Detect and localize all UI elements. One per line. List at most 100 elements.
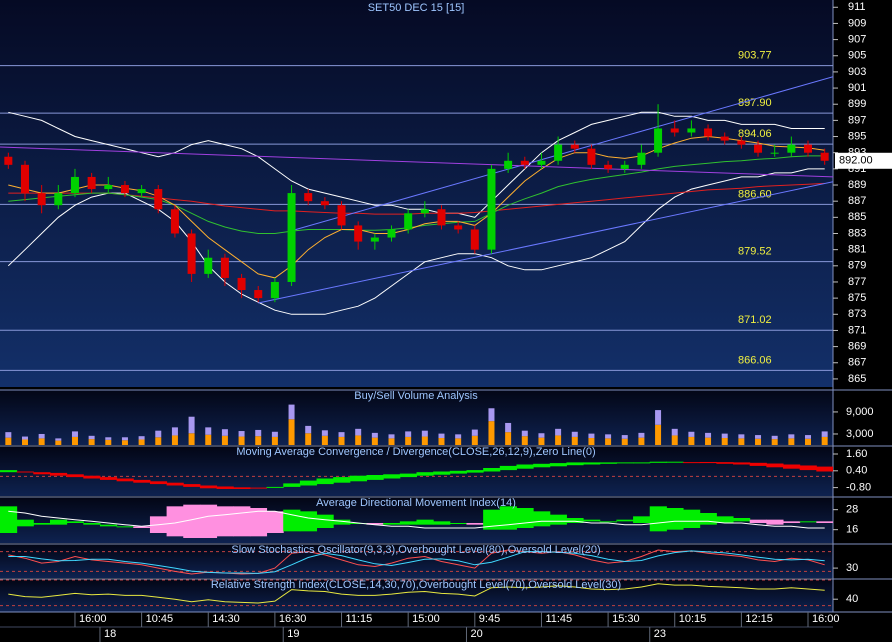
band-fill: [683, 462, 701, 464]
volume-bar: [521, 430, 528, 437]
candle-body: [537, 160, 546, 165]
band-fill: [33, 472, 51, 475]
volume-bar: [321, 430, 328, 436]
band-fill: [49, 472, 68, 476]
y-tick-label: 867: [848, 357, 866, 369]
level-label: 866.06: [738, 354, 772, 366]
band-fill: [249, 508, 268, 537]
candle-body: [787, 144, 796, 153]
volume-bar: [355, 428, 362, 436]
candle-body: [587, 148, 596, 165]
volume-bar: [771, 435, 778, 440]
volume-bar: [205, 434, 212, 445]
candle-body: [654, 128, 663, 153]
band-fill: [766, 463, 784, 468]
candle-body: [4, 156, 13, 165]
volume-bar: [88, 439, 95, 445]
candle-body: [204, 257, 213, 274]
volume-bar: [571, 436, 578, 445]
volume-bar: [488, 421, 495, 445]
candle-body: [87, 176, 96, 190]
volume-bar: [738, 434, 745, 439]
band-fill: [566, 462, 584, 466]
y-tick-label: 869: [848, 341, 866, 353]
band-fill: [583, 462, 601, 465]
volume-bar: [671, 435, 678, 445]
band-fill: [183, 504, 201, 538]
band-fill: [283, 509, 301, 532]
band-fill: [499, 465, 517, 471]
volume-bar: [421, 430, 428, 437]
y-tick-label: 895: [848, 130, 866, 142]
candle-body: [104, 185, 113, 190]
candle-body: [454, 225, 463, 230]
session-label: 19: [287, 628, 299, 640]
trend-line: [293, 76, 833, 231]
volume-bar: [105, 439, 112, 445]
volume-bar: [288, 419, 295, 445]
indicator-line: [8, 550, 825, 574]
volume-bar: [605, 438, 612, 445]
candle-body: [554, 144, 563, 161]
candle-body: [637, 152, 646, 165]
band-fill: [533, 463, 551, 468]
chart-title: SET50 DEC 15 [15]: [368, 2, 465, 14]
band-fill: [366, 475, 384, 480]
band-fill: [716, 462, 734, 464]
band-fill: [733, 462, 751, 465]
band-fill: [0, 470, 18, 473]
band-fill: [216, 486, 234, 489]
candle-body: [487, 168, 496, 250]
candle-body: [820, 152, 829, 161]
band-fill: [433, 521, 451, 525]
volume-bar: [805, 435, 812, 439]
band-fill: [433, 471, 451, 475]
y-tick-label: 887: [848, 195, 866, 207]
band-fill: [816, 466, 833, 472]
candle-body: [420, 209, 429, 214]
band-fill: [566, 518, 584, 523]
band-fill: [649, 461, 667, 463]
band-fill: [716, 516, 734, 523]
volume-bar: [5, 432, 12, 438]
volume-bar: [505, 432, 512, 445]
y-tick-label: 885: [848, 211, 866, 223]
volume-bar: [771, 439, 778, 445]
volume-bar: [421, 436, 428, 445]
candle-body: [70, 176, 79, 194]
overlay-line: [8, 182, 825, 215]
band-fill: [266, 511, 284, 533]
y-tick-label: 3,000: [846, 428, 874, 440]
x-tick-label: 11:45: [545, 613, 572, 625]
candle-body: [320, 201, 329, 206]
x-tick-label: 15:00: [412, 613, 440, 625]
band-fill: [466, 470, 484, 473]
candle-body: [170, 209, 179, 234]
y-tick-label: 40: [846, 593, 858, 605]
volume-bar: [55, 438, 62, 441]
candle-body: [354, 225, 363, 242]
volume-bar: [205, 427, 212, 435]
band-fill: [666, 508, 684, 530]
volume-bar: [438, 438, 445, 445]
band-fill: [633, 516, 651, 523]
candle-body: [520, 160, 529, 165]
volume-bar: [638, 437, 645, 445]
volume-bar: [605, 434, 612, 439]
session-label: 20: [470, 628, 482, 640]
band-fill: [749, 462, 767, 466]
band-fill: [133, 526, 151, 528]
x-tick-label: 16:30: [279, 613, 307, 625]
level-label: 897.90: [738, 97, 772, 109]
band-fill: [416, 472, 434, 476]
x-tick-label: 14:30: [212, 613, 240, 625]
band-fill: [783, 521, 801, 523]
band-fill: [549, 463, 567, 467]
volume-bar: [305, 433, 312, 445]
band-fill: [16, 519, 34, 527]
x-tick-label: 16:00: [79, 613, 107, 625]
volume-bar: [621, 438, 628, 445]
level-label: 894.06: [738, 128, 772, 140]
band-fill: [316, 478, 334, 485]
